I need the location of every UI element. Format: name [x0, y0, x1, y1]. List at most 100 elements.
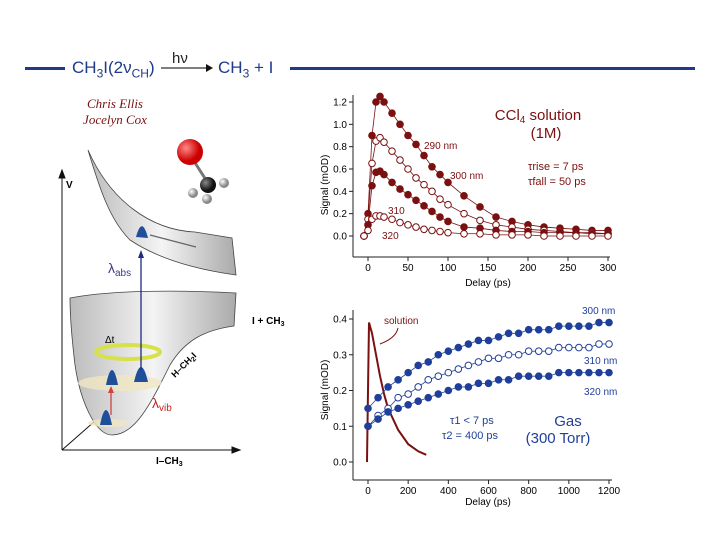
x-tick-label: 400: [440, 486, 457, 497]
data-point: [424, 393, 433, 402]
data-point: [420, 225, 428, 234]
data-point: [368, 131, 376, 140]
data-point: [554, 368, 563, 377]
x-tick-label: 600: [480, 486, 497, 497]
data-point: [368, 159, 376, 168]
vib-label: λvib: [152, 395, 172, 414]
data-point: [565, 368, 573, 377]
data-point: [414, 383, 423, 391]
data-point: [605, 368, 613, 377]
data-point: [394, 404, 402, 413]
data-point: [494, 354, 503, 363]
x-tick-label: 250: [560, 263, 577, 274]
chart-title-line1: Gas: [554, 413, 582, 430]
data-point: [404, 131, 412, 140]
author-name: Chris Ellis: [87, 96, 143, 111]
data-point: [605, 340, 613, 348]
x-tick-label: 200: [400, 486, 417, 497]
data-point: [420, 180, 428, 189]
reactant-sub: 3: [96, 66, 104, 81]
series-label-300: 300 nm: [450, 171, 483, 182]
tau-2: τ2 = 400 ps: [442, 430, 499, 442]
data-point: [504, 350, 513, 359]
data-point: [492, 213, 500, 221]
data-point: [605, 318, 613, 327]
authors: Chris Ellis Jocelyn Cox: [60, 96, 170, 128]
wavepacket-motion-arrow: [149, 234, 197, 248]
chart-title-line1: CCl4 solution: [495, 107, 581, 126]
data-point: [544, 325, 553, 334]
data-point: [524, 325, 533, 334]
data-point: [454, 383, 463, 391]
abs-subscript: abs: [115, 268, 131, 279]
data-point: [444, 217, 452, 226]
abs-symbol: λ: [108, 260, 115, 276]
data-point: [436, 227, 444, 236]
x-axis-sub: 3: [179, 461, 183, 468]
x-tick-label: 150: [480, 263, 497, 274]
data-point: [436, 213, 444, 221]
reactant-sub: CH: [131, 66, 149, 81]
data-point: [554, 343, 563, 352]
x-tick-label: 200: [520, 263, 537, 274]
reactant: CH3I(2νCH): [72, 58, 155, 80]
data-point: [454, 343, 463, 352]
x-tick-label: 50: [402, 263, 414, 274]
data-point: [388, 147, 396, 155]
data-point: [364, 226, 372, 235]
title-sub: 4: [520, 115, 526, 126]
data-point: [476, 203, 484, 211]
data-point: [484, 354, 493, 363]
potential-energy-diagram: V λabs Δt λvib H–CH2I I–CH3 I + CH3: [58, 139, 285, 468]
reactant-part: I(2ν: [103, 58, 132, 77]
data-point: [585, 322, 593, 330]
vibrational-level-upper: [78, 375, 162, 391]
data-point: [414, 361, 423, 370]
y-axis-title: Signal (mOD): [320, 360, 331, 421]
data-point: [434, 372, 443, 380]
x-tick-label: 1200: [598, 486, 620, 497]
asymptote-sub: 3: [281, 321, 285, 328]
data-point: [428, 226, 436, 235]
x-tick-label: 300: [600, 263, 617, 274]
data-point: [420, 151, 428, 160]
data-point: [364, 422, 372, 431]
data-point: [476, 216, 484, 225]
data-point: [368, 181, 376, 190]
data-point: [494, 375, 503, 384]
data-point: [444, 347, 453, 355]
data-point: [396, 218, 404, 227]
data-point: [404, 401, 412, 409]
x-tick-label: 800: [520, 486, 537, 497]
y-tick-label: 0.8: [333, 142, 347, 153]
data-point: [404, 390, 412, 398]
y-tick-label: 1.0: [333, 120, 347, 131]
excited-wavepacket: [136, 226, 148, 238]
data-point: [412, 140, 420, 149]
data-point: [514, 350, 523, 359]
product-part: + I: [249, 58, 274, 77]
chart-title-line2: (300 Torr): [526, 430, 591, 447]
data-point: [556, 232, 564, 240]
solution-curve: [365, 322, 427, 463]
data-point: [464, 340, 473, 348]
y-tick-label: 0.1: [333, 422, 347, 433]
data-point: [394, 393, 402, 402]
data-point: [424, 358, 433, 366]
y-tick-label: 1.2: [333, 98, 347, 109]
reactant-part: ): [148, 58, 155, 77]
data-point: [420, 202, 428, 210]
data-point: [454, 365, 463, 373]
light-label: hν: [172, 50, 188, 67]
title-rule-right: [290, 67, 695, 70]
x-tick-label: 1000: [558, 486, 581, 497]
data-point: [474, 336, 483, 345]
data-point: [414, 397, 423, 406]
series-label-310: 310 nm: [584, 356, 617, 367]
data-point: [474, 379, 483, 388]
data-point: [388, 215, 396, 224]
title-ccl: CCl: [495, 107, 520, 124]
x-axis-title: Delay (ps): [465, 278, 511, 289]
data-point: [404, 190, 412, 199]
data-point: [514, 329, 523, 338]
